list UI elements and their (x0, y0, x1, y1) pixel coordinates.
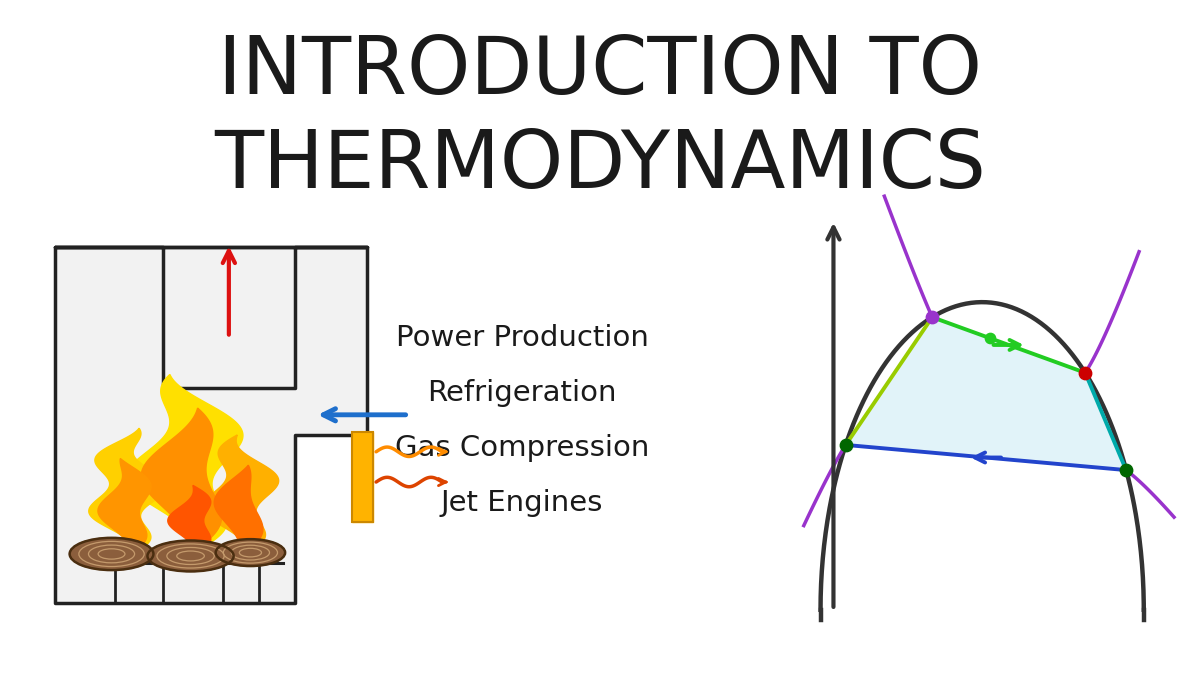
Text: Refrigeration: Refrigeration (427, 379, 617, 406)
Polygon shape (89, 428, 168, 556)
Text: THERMODYNAMICS: THERMODYNAMICS (214, 127, 986, 205)
Text: Jet Engines: Jet Engines (440, 489, 604, 517)
Ellipse shape (216, 539, 286, 566)
Ellipse shape (148, 541, 234, 572)
Ellipse shape (70, 538, 154, 570)
Text: Power Production: Power Production (396, 323, 649, 352)
Polygon shape (55, 247, 366, 603)
Text: INTRODUCTION TO: INTRODUCTION TO (218, 33, 982, 111)
Polygon shape (846, 317, 1126, 470)
Point (836, 439, 856, 450)
Point (980, 333, 1000, 344)
Polygon shape (142, 408, 222, 556)
Polygon shape (215, 465, 263, 556)
Point (923, 312, 942, 323)
Polygon shape (203, 435, 278, 556)
Point (1075, 367, 1094, 378)
Bar (352, 431, 372, 522)
Polygon shape (125, 375, 242, 556)
Point (1116, 464, 1135, 475)
Bar (352, 431, 372, 522)
Polygon shape (168, 485, 211, 556)
Polygon shape (98, 458, 151, 556)
Text: Gas Compression: Gas Compression (395, 434, 649, 462)
